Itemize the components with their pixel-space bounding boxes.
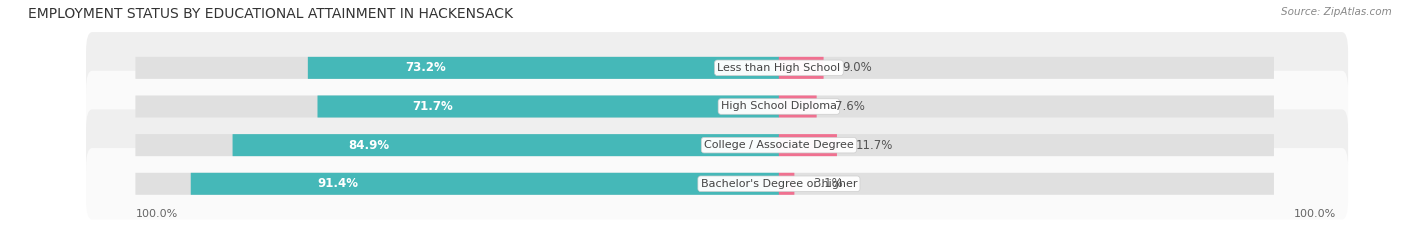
FancyBboxPatch shape <box>779 57 824 79</box>
FancyBboxPatch shape <box>318 96 779 117</box>
Text: College / Associate Degree: College / Associate Degree <box>704 140 853 150</box>
Text: 91.4%: 91.4% <box>318 177 359 190</box>
Text: 7.6%: 7.6% <box>835 100 865 113</box>
Text: High School Diploma: High School Diploma <box>721 102 837 112</box>
FancyBboxPatch shape <box>779 173 794 195</box>
Text: 11.7%: 11.7% <box>855 139 893 152</box>
Text: 3.1%: 3.1% <box>813 177 842 190</box>
FancyBboxPatch shape <box>86 110 1348 181</box>
FancyBboxPatch shape <box>232 134 779 156</box>
Text: Less than High School: Less than High School <box>717 63 841 73</box>
FancyBboxPatch shape <box>308 57 779 79</box>
Text: 73.2%: 73.2% <box>405 61 446 74</box>
Text: 9.0%: 9.0% <box>842 61 872 74</box>
Text: Bachelor's Degree or higher: Bachelor's Degree or higher <box>700 179 858 189</box>
FancyBboxPatch shape <box>135 57 1274 79</box>
FancyBboxPatch shape <box>779 96 817 117</box>
Text: 71.7%: 71.7% <box>412 100 453 113</box>
FancyBboxPatch shape <box>135 134 1274 156</box>
Text: EMPLOYMENT STATUS BY EDUCATIONAL ATTAINMENT IN HACKENSACK: EMPLOYMENT STATUS BY EDUCATIONAL ATTAINM… <box>28 7 513 21</box>
Text: 100.0%: 100.0% <box>1294 209 1336 219</box>
FancyBboxPatch shape <box>86 32 1348 104</box>
Text: Source: ZipAtlas.com: Source: ZipAtlas.com <box>1281 7 1392 17</box>
FancyBboxPatch shape <box>86 71 1348 142</box>
FancyBboxPatch shape <box>135 96 1274 117</box>
FancyBboxPatch shape <box>779 134 837 156</box>
FancyBboxPatch shape <box>86 148 1348 219</box>
FancyBboxPatch shape <box>135 173 1274 195</box>
Text: 84.9%: 84.9% <box>349 139 389 152</box>
FancyBboxPatch shape <box>191 173 779 195</box>
Text: 100.0%: 100.0% <box>135 209 177 219</box>
